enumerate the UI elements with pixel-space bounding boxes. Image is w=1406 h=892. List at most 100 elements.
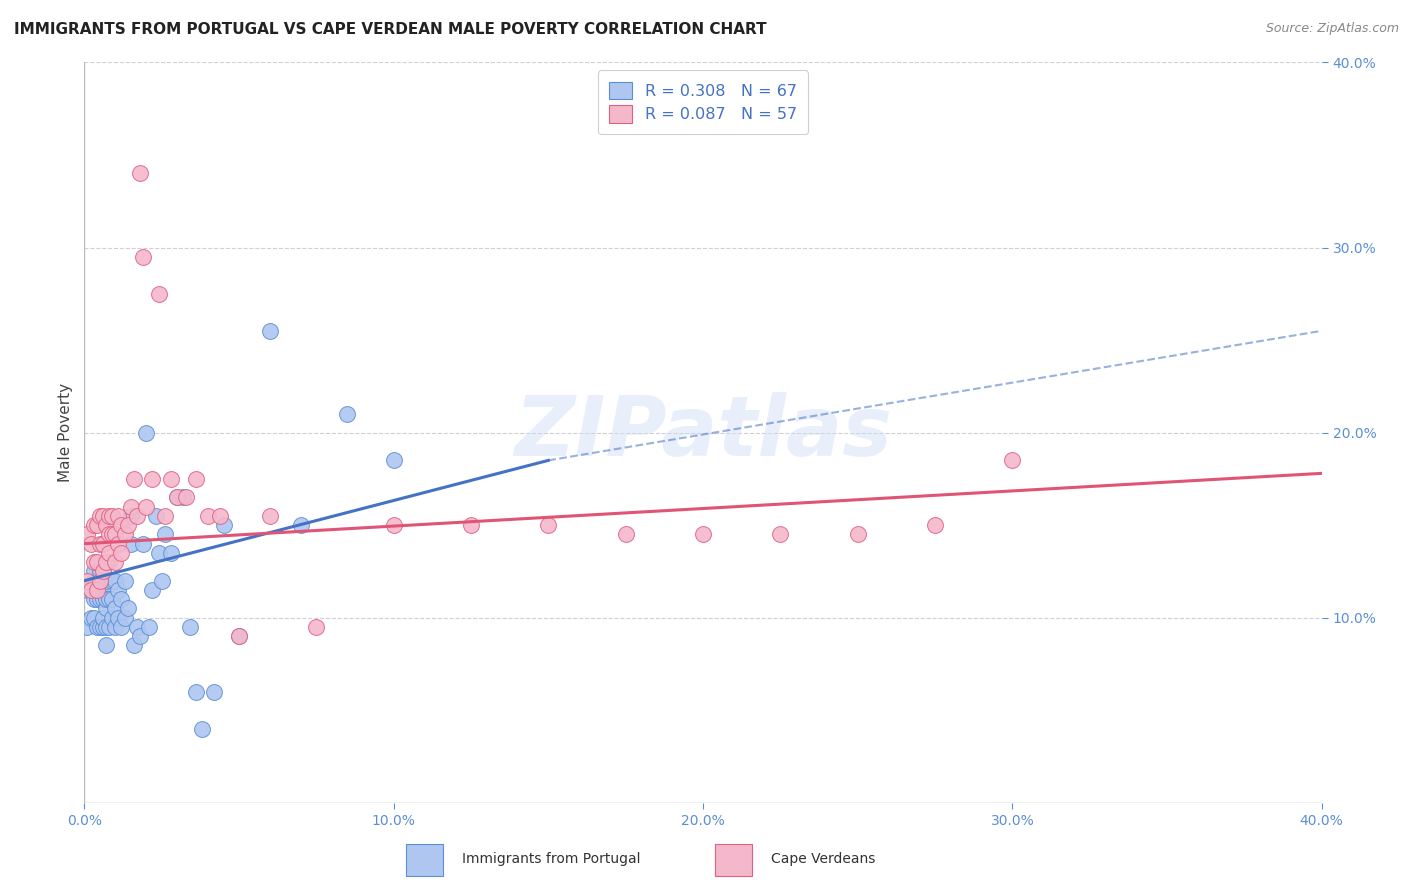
Point	[107, 582, 129, 597]
Point	[107, 508, 129, 523]
Point	[98, 555, 121, 569]
Point	[228, 629, 250, 643]
Point	[79, 610, 101, 624]
Point	[148, 546, 170, 560]
Point	[153, 508, 176, 523]
Point	[141, 472, 163, 486]
Point	[83, 574, 105, 588]
FancyBboxPatch shape	[716, 844, 752, 876]
Point	[83, 565, 105, 579]
Point	[259, 508, 281, 523]
Point	[83, 592, 105, 607]
Point	[94, 555, 117, 569]
Point	[76, 582, 98, 597]
Point	[94, 574, 117, 588]
Text: Cape Verdeans: Cape Verdeans	[770, 852, 876, 865]
Point	[228, 629, 250, 643]
Point	[160, 546, 183, 560]
Point	[110, 546, 132, 560]
Point	[184, 472, 207, 486]
Point	[89, 565, 111, 579]
Point	[336, 407, 359, 421]
Point	[290, 518, 312, 533]
Text: ZIPatlas: ZIPatlas	[515, 392, 891, 473]
Point	[191, 722, 214, 736]
Point	[94, 601, 117, 615]
Point	[305, 620, 328, 634]
Point	[91, 592, 114, 607]
Point	[101, 610, 124, 624]
Point	[91, 565, 114, 579]
Point	[924, 518, 946, 533]
Point	[120, 500, 142, 514]
Point	[846, 527, 869, 541]
Point	[79, 582, 101, 597]
Point	[83, 610, 105, 624]
Point	[76, 620, 98, 634]
Point	[91, 582, 114, 597]
Point	[259, 324, 281, 338]
Point	[89, 508, 111, 523]
Point	[98, 620, 121, 634]
Point	[91, 574, 114, 588]
Point	[107, 610, 129, 624]
Point	[91, 508, 114, 523]
Point	[94, 639, 117, 653]
Point	[110, 620, 132, 634]
Point	[104, 574, 127, 588]
Point	[114, 610, 136, 624]
Point	[197, 508, 219, 523]
Point	[460, 518, 482, 533]
Point	[132, 250, 155, 264]
Point	[166, 491, 188, 505]
Point	[132, 536, 155, 550]
Point	[537, 518, 560, 533]
Point	[110, 592, 132, 607]
Text: Source: ZipAtlas.com: Source: ZipAtlas.com	[1265, 22, 1399, 36]
Point	[101, 508, 124, 523]
Point	[114, 574, 136, 588]
Point	[104, 527, 127, 541]
Point	[212, 518, 235, 533]
Point	[98, 508, 121, 523]
Point	[89, 620, 111, 634]
Point	[101, 574, 124, 588]
Point	[79, 536, 101, 550]
Point	[138, 620, 160, 634]
Point	[94, 620, 117, 634]
Point	[91, 610, 114, 624]
Point	[79, 582, 101, 597]
Point	[117, 518, 139, 533]
Point	[107, 536, 129, 550]
Point	[166, 491, 188, 505]
Point	[176, 491, 198, 505]
Point	[98, 546, 121, 560]
Point	[160, 472, 183, 486]
Point	[141, 582, 163, 597]
Point	[129, 629, 152, 643]
Point	[692, 527, 714, 541]
Point	[91, 536, 114, 550]
Point	[94, 518, 117, 533]
Point	[120, 508, 142, 523]
Point	[83, 555, 105, 569]
Text: IMMIGRANTS FROM PORTUGAL VS CAPE VERDEAN MALE POVERTY CORRELATION CHART: IMMIGRANTS FROM PORTUGAL VS CAPE VERDEAN…	[14, 22, 766, 37]
Point	[125, 620, 148, 634]
Point	[122, 472, 145, 486]
Point	[86, 620, 108, 634]
Point	[148, 286, 170, 301]
Point	[101, 527, 124, 541]
Point	[114, 527, 136, 541]
Point	[150, 574, 173, 588]
Point	[382, 453, 405, 467]
Point	[91, 620, 114, 634]
Point	[1001, 453, 1024, 467]
Point	[104, 601, 127, 615]
Point	[89, 582, 111, 597]
Point	[86, 592, 108, 607]
Point	[83, 518, 105, 533]
Point	[145, 508, 167, 523]
Point	[382, 518, 405, 533]
Point	[120, 536, 142, 550]
Legend: R = 0.308   N = 67, R = 0.087   N = 57: R = 0.308 N = 67, R = 0.087 N = 57	[598, 70, 808, 134]
